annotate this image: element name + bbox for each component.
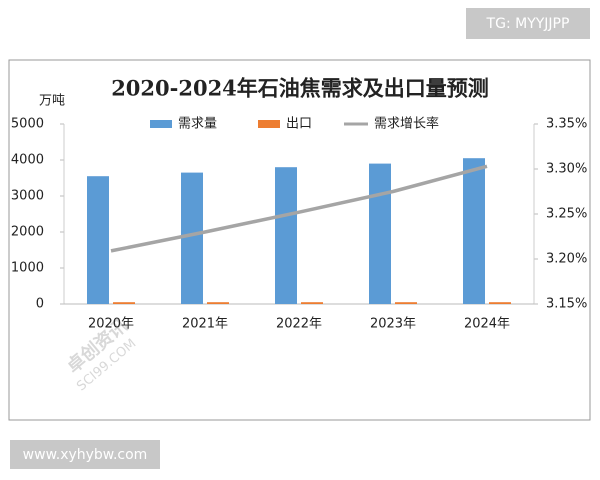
bar	[395, 302, 417, 304]
bar	[301, 302, 323, 304]
legend-swatch	[150, 120, 172, 128]
bar	[181, 172, 203, 304]
y-tick-label: 1000	[11, 261, 44, 276]
legend-label: 需求量	[178, 117, 217, 132]
footer: www.xyhybw.com	[23, 447, 148, 463]
x-tick-label: 2020年	[88, 317, 134, 332]
y2-tick-label: 3.35%	[546, 117, 587, 132]
y-tick-label: 3000	[11, 189, 44, 204]
legend-swatch	[258, 120, 280, 128]
y-tick-label: 5000	[11, 117, 44, 132]
bar	[369, 163, 391, 304]
bar	[207, 302, 229, 304]
y2-tick-label: 3.30%	[546, 162, 587, 177]
x-tick-label: 2023年	[370, 317, 416, 332]
badge-box	[466, 8, 590, 39]
bar	[113, 302, 135, 304]
bar	[489, 302, 511, 304]
bar	[275, 167, 297, 304]
y2-tick-label: 3.15%	[546, 297, 587, 312]
y-tick-label: 2000	[11, 225, 44, 240]
bar	[463, 158, 485, 304]
y-tick-label: 0	[36, 297, 44, 312]
badge: TG: MYYJJPP	[486, 16, 570, 32]
bar	[87, 176, 109, 304]
x-tick-label: 2022年	[276, 317, 322, 332]
legend-label: 出口	[286, 117, 312, 132]
y2-tick-label: 3.20%	[546, 252, 587, 267]
chart-frame	[8, 59, 591, 421]
x-tick-label: 2021年	[182, 317, 228, 332]
chart-title: 2020-2024年石油焦需求及出口量预测	[111, 76, 489, 101]
line	[110, 164, 488, 253]
y2-tick-label: 3.25%	[546, 207, 587, 222]
footer-box	[10, 440, 160, 469]
y-axis-label: 万吨	[39, 94, 65, 109]
x-tick-label: 2024年	[464, 317, 510, 332]
y-tick-label: 4000	[11, 153, 44, 168]
legend-label: 需求增长率	[374, 116, 439, 132]
